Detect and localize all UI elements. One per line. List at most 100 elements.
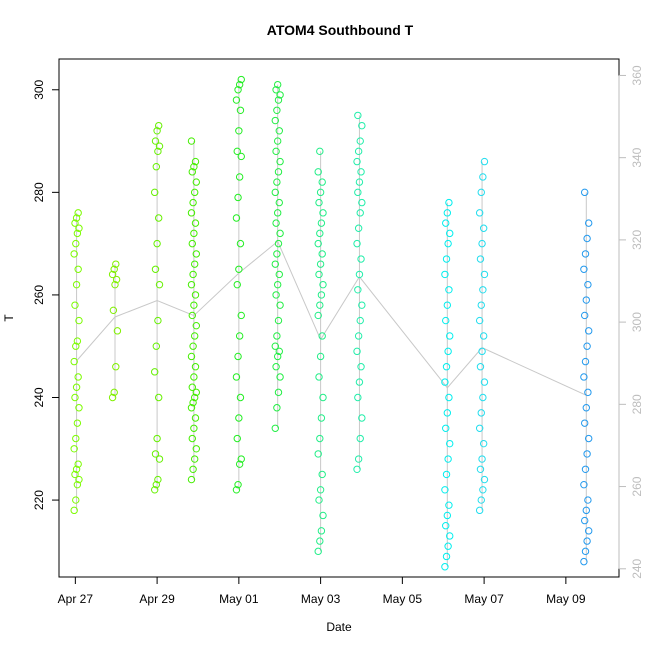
data-point bbox=[75, 224, 83, 232]
data-point bbox=[357, 255, 365, 263]
data-point bbox=[110, 265, 118, 273]
data-point bbox=[188, 434, 196, 443]
data-point bbox=[581, 465, 590, 473]
data-point bbox=[151, 137, 160, 145]
data-point bbox=[155, 121, 163, 130]
data-point bbox=[580, 311, 589, 320]
data-point bbox=[580, 373, 588, 381]
data-point bbox=[476, 363, 485, 371]
data-point bbox=[74, 209, 82, 217]
data-point bbox=[271, 424, 279, 432]
data-point bbox=[354, 393, 362, 402]
data-point bbox=[70, 445, 78, 453]
data-point bbox=[73, 480, 82, 489]
data-point bbox=[109, 306, 118, 315]
data-point bbox=[444, 542, 452, 550]
data-point bbox=[237, 455, 245, 463]
data-point bbox=[475, 316, 484, 325]
data-point bbox=[479, 286, 487, 294]
data-point bbox=[155, 455, 164, 463]
data-point bbox=[356, 209, 364, 217]
data-point bbox=[479, 224, 488, 232]
data-point bbox=[479, 486, 487, 494]
data-point bbox=[235, 265, 243, 273]
data-point bbox=[152, 480, 161, 489]
data-point bbox=[316, 147, 324, 156]
data-point bbox=[354, 147, 363, 156]
data-point bbox=[319, 209, 327, 217]
data-point bbox=[478, 347, 486, 356]
data-point bbox=[72, 342, 80, 350]
data-point bbox=[272, 363, 280, 371]
data-point bbox=[70, 357, 78, 366]
data-point bbox=[319, 280, 327, 289]
data-point bbox=[151, 368, 159, 376]
data-point bbox=[480, 475, 489, 484]
data-point bbox=[73, 419, 82, 427]
data-point bbox=[155, 393, 163, 402]
data-point bbox=[581, 357, 590, 366]
y-tick-label-left: 240 bbox=[32, 387, 46, 407]
data-point bbox=[153, 239, 161, 248]
data-point bbox=[477, 409, 485, 417]
data-point bbox=[151, 265, 160, 273]
data-point bbox=[314, 547, 322, 556]
data-point bbox=[354, 188, 362, 197]
data-point bbox=[442, 552, 451, 561]
data-point bbox=[190, 332, 199, 340]
data-point bbox=[582, 404, 590, 412]
data-point bbox=[445, 501, 453, 509]
data-point bbox=[318, 250, 326, 258]
data-point bbox=[272, 219, 280, 227]
data-point bbox=[187, 209, 196, 217]
data-point bbox=[74, 373, 82, 381]
data-point bbox=[151, 188, 159, 197]
data-point bbox=[442, 255, 451, 263]
data-point bbox=[75, 404, 83, 412]
data-point bbox=[441, 563, 449, 571]
data-point bbox=[237, 311, 245, 320]
data-point bbox=[584, 496, 592, 504]
data-point bbox=[108, 393, 117, 402]
data-point bbox=[444, 239, 452, 248]
data-point bbox=[153, 434, 161, 443]
data-point bbox=[442, 219, 450, 227]
data-point bbox=[72, 465, 81, 473]
data-point bbox=[236, 393, 245, 402]
data-point bbox=[188, 311, 196, 320]
data-point bbox=[71, 301, 79, 309]
data-point bbox=[443, 209, 452, 217]
data-point bbox=[155, 280, 164, 289]
data-point bbox=[187, 137, 196, 145]
data-point bbox=[580, 557, 588, 566]
data-point bbox=[272, 147, 280, 156]
data-point bbox=[71, 219, 79, 227]
data-point bbox=[155, 142, 164, 150]
data-point bbox=[187, 475, 196, 484]
data-point bbox=[189, 342, 197, 350]
data-point bbox=[355, 378, 364, 386]
data-point bbox=[273, 280, 282, 289]
data-point bbox=[187, 280, 196, 289]
data-point bbox=[580, 516, 589, 525]
data-point bbox=[358, 414, 366, 422]
x-tick-label: Apr 29 bbox=[139, 592, 175, 606]
chart-title: ATOM4 Southbound T bbox=[267, 22, 414, 38]
data-point bbox=[191, 363, 200, 371]
data-point bbox=[314, 450, 322, 458]
data-point bbox=[152, 342, 161, 350]
x-tick-label: May 07 bbox=[464, 592, 504, 606]
data-point bbox=[318, 332, 326, 340]
data-point bbox=[584, 327, 593, 335]
data-point bbox=[582, 296, 590, 304]
data-point bbox=[353, 239, 361, 248]
data-point bbox=[316, 537, 324, 545]
data-point bbox=[584, 388, 592, 397]
data-point bbox=[72, 280, 81, 289]
data-point bbox=[191, 219, 200, 227]
data-point bbox=[273, 106, 281, 114]
data-point bbox=[275, 127, 283, 135]
data-point bbox=[581, 547, 590, 556]
